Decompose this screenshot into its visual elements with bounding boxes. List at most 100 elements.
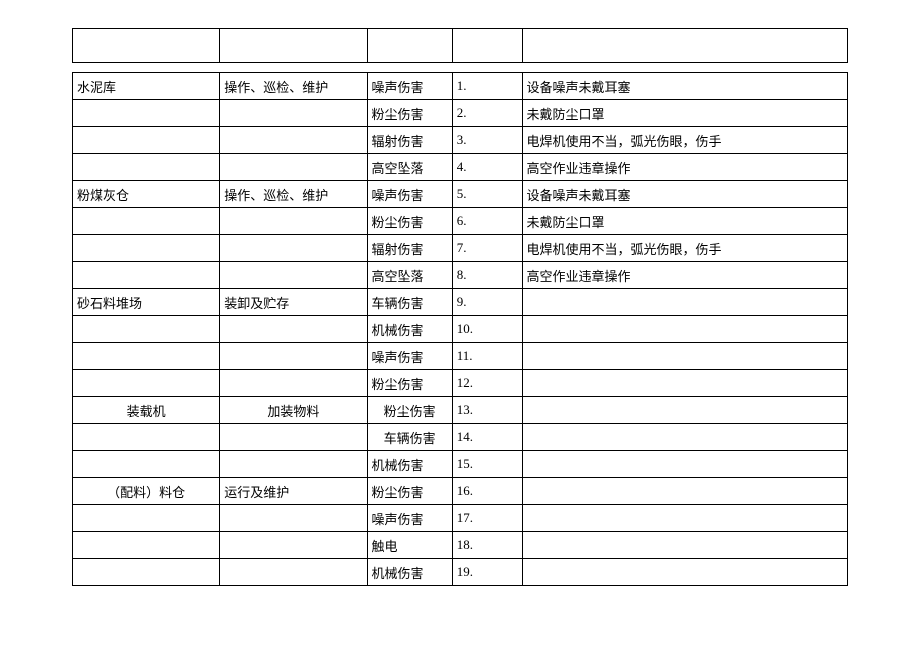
table-row: 触电18.: [73, 532, 848, 559]
table-gap: [72, 63, 848, 72]
cell-col-3: 粉尘伤害: [367, 370, 452, 397]
cell-col-5: [522, 532, 848, 559]
cell-col-4: 10.: [452, 316, 522, 343]
header-cell-4: [452, 29, 522, 63]
cell-col-1: [73, 100, 220, 127]
cell-col-4: 1.: [452, 73, 522, 100]
table-row: 高空坠落8.高空作业违章操作: [73, 262, 848, 289]
cell-col-3: 机械伤害: [367, 559, 452, 586]
cell-col-4: 19.: [452, 559, 522, 586]
cell-col-4: 11.: [452, 343, 522, 370]
cell-col-5: [522, 397, 848, 424]
cell-col-5: [522, 343, 848, 370]
cell-col-3: 车辆伤害: [367, 289, 452, 316]
cell-col-3: 噪声伤害: [367, 181, 452, 208]
cell-col-1: 装载机: [73, 397, 220, 424]
cell-col-2: [220, 235, 367, 262]
header-cell-1: [73, 29, 220, 63]
cell-col-4: 5.: [452, 181, 522, 208]
cell-col-3: 粉尘伤害: [367, 100, 452, 127]
cell-col-1: [73, 154, 220, 181]
cell-col-2: 操作、巡检、维护: [220, 73, 367, 100]
cell-col-5: 电焊机使用不当，弧光伤眼，伤手: [522, 127, 848, 154]
cell-col-5: [522, 370, 848, 397]
table-row: 噪声伤害11.: [73, 343, 848, 370]
cell-col-5: [522, 451, 848, 478]
cell-col-5: 电焊机使用不当，弧光伤眼，伤手: [522, 235, 848, 262]
cell-col-2: [220, 532, 367, 559]
cell-col-3: 粉尘伤害: [367, 397, 452, 424]
table-row: 高空坠落4.高空作业违章操作: [73, 154, 848, 181]
header-cell-5: [522, 29, 848, 63]
cell-col-3: 辐射伤害: [367, 127, 452, 154]
cell-col-2: [220, 100, 367, 127]
cell-col-5: [522, 289, 848, 316]
table-row: 粉尘伤害6.未戴防尘口罩: [73, 208, 848, 235]
cell-col-2: 操作、巡检、维护: [220, 181, 367, 208]
table-row: 砂石料堆场装卸及贮存车辆伤害9.: [73, 289, 848, 316]
cell-col-3: 噪声伤害: [367, 73, 452, 100]
cell-col-4: 2.: [452, 100, 522, 127]
cell-col-3: 高空坠落: [367, 154, 452, 181]
cell-col-2: [220, 505, 367, 532]
cell-col-5: 设备噪声未戴耳塞: [522, 73, 848, 100]
cell-col-5: 高空作业违章操作: [522, 154, 848, 181]
cell-col-1: （配料）料仓: [73, 478, 220, 505]
cell-col-2: [220, 262, 367, 289]
table-row: 辐射伤害7.电焊机使用不当，弧光伤眼，伤手: [73, 235, 848, 262]
cell-col-4: 12.: [452, 370, 522, 397]
cell-col-2: 运行及维护: [220, 478, 367, 505]
cell-col-5: 高空作业违章操作: [522, 262, 848, 289]
cell-col-1: [73, 559, 220, 586]
cell-col-3: 噪声伤害: [367, 505, 452, 532]
cell-col-5: [522, 316, 848, 343]
cell-col-1: [73, 208, 220, 235]
cell-col-4: 15.: [452, 451, 522, 478]
cell-col-3: 机械伤害: [367, 451, 452, 478]
cell-col-1: [73, 343, 220, 370]
cell-col-3: 粉尘伤害: [367, 208, 452, 235]
table-row: 粉煤灰仓操作、巡检、维护噪声伤害5.设备噪声未戴耳塞: [73, 181, 848, 208]
cell-col-5: [522, 505, 848, 532]
cell-col-5: 设备噪声未戴耳塞: [522, 181, 848, 208]
cell-col-1: [73, 532, 220, 559]
cell-col-4: 16.: [452, 478, 522, 505]
cell-col-2: [220, 316, 367, 343]
table-row: 粉尘伤害12.: [73, 370, 848, 397]
table-row: 辐射伤害3.电焊机使用不当，弧光伤眼，伤手: [73, 127, 848, 154]
table-row: 粉尘伤害2.未戴防尘口罩: [73, 100, 848, 127]
cell-col-1: [73, 235, 220, 262]
cell-col-4: 17.: [452, 505, 522, 532]
table-row: 水泥库操作、巡检、维护噪声伤害1.设备噪声未戴耳塞: [73, 73, 848, 100]
cell-col-2: [220, 370, 367, 397]
cell-col-2: [220, 424, 367, 451]
cell-col-4: 9.: [452, 289, 522, 316]
table-row: 机械伤害19.: [73, 559, 848, 586]
cell-col-1: [73, 262, 220, 289]
cell-col-2: 装卸及贮存: [220, 289, 367, 316]
table-row: 噪声伤害17.: [73, 505, 848, 532]
header-row: [73, 29, 848, 63]
cell-col-1: [73, 127, 220, 154]
cell-col-2: [220, 559, 367, 586]
cell-col-4: 8.: [452, 262, 522, 289]
cell-col-2: 加装物料: [220, 397, 367, 424]
cell-col-1: [73, 451, 220, 478]
table-row: （配料）料仓运行及维护粉尘伤害16.: [73, 478, 848, 505]
cell-col-5: [522, 559, 848, 586]
cell-col-2: [220, 154, 367, 181]
header-cell-3: [367, 29, 452, 63]
table-row: 装载机加装物料粉尘伤害13.: [73, 397, 848, 424]
cell-col-5: [522, 478, 848, 505]
cell-col-2: [220, 451, 367, 478]
cell-col-1: [73, 505, 220, 532]
cell-col-5: 未戴防尘口罩: [522, 208, 848, 235]
cell-col-3: 噪声伤害: [367, 343, 452, 370]
cell-col-2: [220, 127, 367, 154]
cell-col-4: 3.: [452, 127, 522, 154]
header-table: [72, 28, 848, 63]
hazard-table: 水泥库操作、巡检、维护噪声伤害1.设备噪声未戴耳塞粉尘伤害2.未戴防尘口罩辐射伤…: [72, 72, 848, 586]
cell-col-3: 粉尘伤害: [367, 478, 452, 505]
cell-col-4: 13.: [452, 397, 522, 424]
table-row: 机械伤害15.: [73, 451, 848, 478]
